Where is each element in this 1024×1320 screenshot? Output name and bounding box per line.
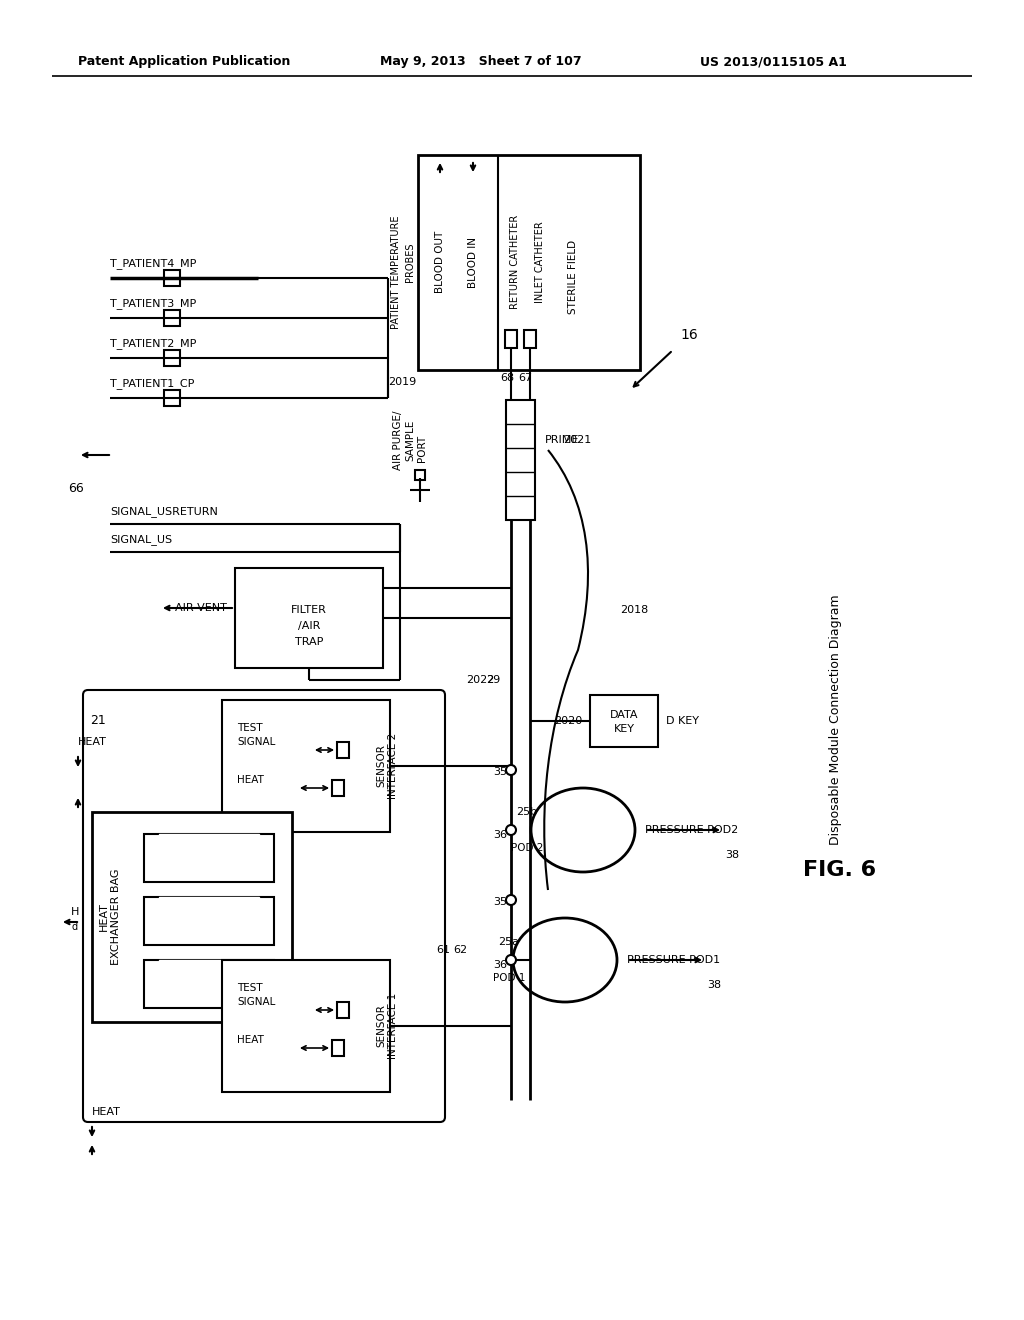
Circle shape [506, 766, 516, 775]
Text: HEAT: HEAT [78, 737, 106, 747]
Text: SIGNAL: SIGNAL [237, 997, 275, 1007]
Bar [164, 310, 180, 326]
Text: Disposable Module Connection Diagram: Disposable Module Connection Diagram [828, 595, 842, 845]
Text: T_PATIENT3_MP: T_PATIENT3_MP [110, 298, 197, 309]
Text: BLOOD OUT: BLOOD OUT [435, 231, 445, 293]
Bar [164, 350, 180, 366]
Text: 2021: 2021 [563, 436, 591, 445]
Ellipse shape [513, 917, 617, 1002]
Text: SIGNAL: SIGNAL [237, 737, 275, 747]
Text: 2018: 2018 [620, 605, 648, 615]
Text: HEAT
EXCHANGER BAG: HEAT EXCHANGER BAG [99, 869, 121, 965]
Bar [164, 389, 180, 407]
Text: PRESSURE POD2: PRESSURE POD2 [645, 825, 738, 836]
Text: 35: 35 [493, 898, 507, 907]
Text: RETURN CATHETER: RETURN CATHETER [510, 215, 520, 309]
Bar [164, 271, 180, 286]
Ellipse shape [531, 788, 635, 873]
Text: D KEY: D KEY [666, 715, 699, 726]
Bar [337, 1002, 349, 1018]
Text: SIGNAL_USRETURN: SIGNAL_USRETURN [110, 507, 218, 517]
Text: SENSOR
INTERFACE 1: SENSOR INTERFACE 1 [376, 993, 397, 1059]
Circle shape [506, 954, 516, 965]
Text: H: H [71, 907, 79, 917]
Text: PATIENT TEMPERATURE: PATIENT TEMPERATURE [391, 215, 401, 329]
Text: HEAT: HEAT [92, 1107, 121, 1117]
Text: May 9, 2013   Sheet 7 of 107: May 9, 2013 Sheet 7 of 107 [380, 55, 582, 69]
Bar [234, 568, 383, 668]
Text: 25a: 25a [498, 937, 519, 946]
Text: 67: 67 [518, 374, 532, 383]
Bar [506, 400, 535, 520]
Bar [332, 1040, 344, 1056]
Text: BLOOD IN: BLOOD IN [468, 236, 478, 288]
Bar [144, 960, 274, 1008]
Text: 36: 36 [493, 960, 507, 970]
Bar [418, 154, 640, 370]
Text: 16: 16 [680, 327, 697, 342]
Bar [505, 330, 517, 348]
Text: AIR PURGE/: AIR PURGE/ [393, 411, 403, 470]
Text: 2022: 2022 [466, 675, 495, 685]
Text: 61: 61 [436, 945, 450, 954]
Text: PROBES: PROBES [406, 243, 415, 281]
Bar [159, 898, 259, 935]
Text: d: d [72, 921, 78, 932]
Text: POD 1: POD 1 [493, 973, 525, 983]
Text: T_PATIENT4_MP: T_PATIENT4_MP [110, 259, 197, 269]
Circle shape [506, 825, 516, 836]
Text: KEY: KEY [613, 723, 635, 734]
Text: PORT: PORT [417, 434, 427, 462]
Text: TEST: TEST [237, 723, 262, 733]
Bar [159, 834, 259, 873]
Text: 21: 21 [90, 714, 105, 726]
Bar [590, 696, 658, 747]
Bar [159, 960, 259, 998]
Text: /AIR: /AIR [298, 620, 321, 631]
Text: STERILE FIELD: STERILE FIELD [568, 240, 578, 314]
Text: 62: 62 [453, 945, 467, 954]
Text: US 2013/0115105 A1: US 2013/0115105 A1 [700, 55, 847, 69]
Bar [144, 898, 274, 945]
Text: TEST: TEST [237, 983, 262, 993]
Text: PRESSURE POD1: PRESSURE POD1 [627, 954, 720, 965]
Bar [415, 470, 425, 480]
Text: 36: 36 [493, 830, 507, 840]
Text: PRIME: PRIME [545, 436, 580, 445]
Text: 68: 68 [500, 374, 514, 383]
Bar [92, 812, 292, 1022]
FancyBboxPatch shape [83, 690, 445, 1122]
Text: 38: 38 [725, 850, 739, 861]
Circle shape [506, 895, 516, 906]
Text: 25b: 25b [516, 807, 538, 817]
Text: 66: 66 [68, 482, 84, 495]
Text: FIG. 6: FIG. 6 [804, 861, 877, 880]
Text: SENSOR
INTERFACE 2: SENSOR INTERFACE 2 [376, 733, 397, 799]
Text: SIGNAL_US: SIGNAL_US [110, 535, 172, 545]
Text: 2020: 2020 [554, 715, 582, 726]
Text: TRAP: TRAP [295, 638, 324, 647]
Text: 38: 38 [707, 979, 721, 990]
Text: INLET CATHETER: INLET CATHETER [535, 222, 545, 302]
Text: DATA: DATA [609, 710, 638, 719]
Text: Patent Application Publication: Patent Application Publication [78, 55, 291, 69]
Text: HEAT: HEAT [237, 1035, 264, 1045]
Bar [332, 780, 344, 796]
Bar [144, 834, 274, 882]
Text: HEAT: HEAT [237, 775, 264, 785]
Bar [524, 330, 536, 348]
Text: T_PATIENT1_CP: T_PATIENT1_CP [110, 379, 195, 389]
Text: FILTER: FILTER [291, 605, 327, 615]
Text: AIR VENT: AIR VENT [175, 603, 227, 612]
Bar [337, 742, 349, 758]
Bar [222, 960, 390, 1092]
Text: T_PATIENT2_MP: T_PATIENT2_MP [110, 338, 197, 350]
Text: 29: 29 [486, 675, 501, 685]
Text: SAMPLE: SAMPLE [406, 420, 415, 461]
Text: POD 2: POD 2 [511, 843, 544, 853]
Text: 35: 35 [493, 767, 507, 777]
Text: 2019: 2019 [388, 378, 416, 387]
Bar [222, 700, 390, 832]
